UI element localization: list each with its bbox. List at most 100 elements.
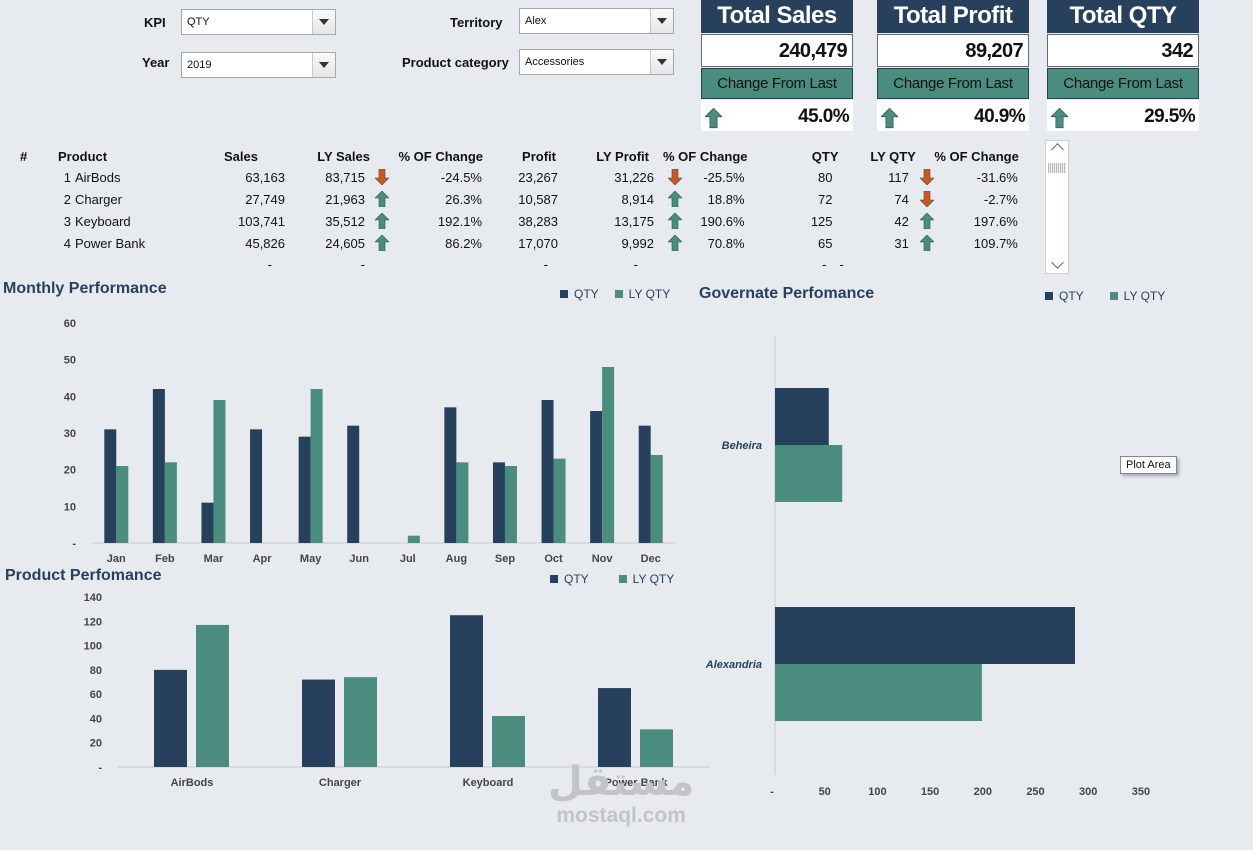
product-name: Charger <box>75 191 122 207</box>
bar-qty-airbods[interactable] <box>154 669 187 767</box>
bar-ly-qty-aug[interactable] <box>456 462 469 543</box>
sales-cell: 27,749 <box>245 191 285 207</box>
bar-qty-power-bank[interactable] <box>598 688 631 767</box>
arrow-down-icon <box>919 190 936 207</box>
chevron-down-icon[interactable] <box>650 9 673 33</box>
x-tick-label: 350 <box>1132 786 1150 798</box>
bar-ly-qty-sep[interactable] <box>504 466 517 543</box>
bar-qty-nov[interactable] <box>590 411 603 543</box>
y-tick-label: 80 <box>90 665 102 677</box>
bar-ly-qty-may[interactable] <box>310 389 323 543</box>
bar-ly-qty-dec[interactable] <box>650 455 663 543</box>
total-sales-change-value: 45.0% <box>701 100 853 131</box>
change-arrow <box>370 232 393 254</box>
y-tick-label: 40 <box>90 713 102 725</box>
x-tick-label: Oct <box>544 553 563 565</box>
header-pct-profit: % OF Change <box>663 148 748 164</box>
bar-ly-qty-charger[interactable] <box>344 677 377 767</box>
bar-qty-alexandria[interactable] <box>775 607 1075 664</box>
x-tick-label: Charger <box>319 777 362 789</box>
product-chart[interactable]: - 20 40 60 80 100 120 140 AirBods Charger Keyboard… <box>0 585 720 800</box>
y-tick-label: - <box>72 538 76 550</box>
bar-qty-may[interactable] <box>298 436 311 543</box>
category-dropdown[interactable]: Accessories <box>519 49 674 75</box>
ly-qty-cell: 31 <box>894 235 909 251</box>
bar-qty-aug[interactable] <box>444 407 457 543</box>
bar-ly-qty-beheira[interactable] <box>775 445 843 502</box>
bar-qty-keyboard[interactable] <box>450 615 483 767</box>
pct-qty-cell: -2.7% <box>983 191 1018 207</box>
bar-qty-feb[interactable] <box>152 389 165 543</box>
governate-chart[interactable]: Beheira Alexandria - 50 100 150 200 250 300 350 <box>690 320 1190 810</box>
x-tick-label: 300 <box>1079 786 1097 798</box>
product-chart-title: Product Perfomance <box>5 567 162 584</box>
change-arrow <box>663 188 686 210</box>
monthly-chart[interactable]: - 10 20 30 40 50 60 Jan Feb Mar Apr May Jun Jul Aug Sep… <box>0 300 690 570</box>
header-ly-profit: LY Profit <box>596 148 649 164</box>
category-dropdown-value: Accessories <box>525 56 585 68</box>
legend-label-qty: QTY <box>1059 289 1084 303</box>
bar-qty-beheira[interactable] <box>775 388 829 445</box>
chevron-down-icon[interactable] <box>312 53 335 77</box>
bar-qty-sep[interactable] <box>492 462 505 543</box>
profit-cell: 23,267 <box>518 169 558 185</box>
bar-qty-oct[interactable] <box>541 400 554 543</box>
bar-qty-jan[interactable] <box>104 429 117 543</box>
table-scrollbar[interactable] <box>1045 140 1069 274</box>
ly-profit-cell: 31,226 <box>614 169 654 185</box>
bar-ly-qty-jul[interactable] <box>407 535 420 543</box>
header-ly-qty: LY QTY <box>870 148 916 164</box>
scroll-up-icon[interactable] <box>1051 143 1064 156</box>
bar-ly-qty-jan[interactable] <box>116 466 129 543</box>
legend-label-qty: QTY <box>574 287 599 301</box>
change-arrow <box>663 232 686 254</box>
legend-label-ly-qty: LY QTY <box>632 572 675 586</box>
bar-ly-qty-feb[interactable] <box>164 462 177 543</box>
kpi-dropdown-value: QTY <box>187 16 210 28</box>
bar-ly-qty-airbods[interactable] <box>196 624 229 767</box>
blank-ly-sales: - <box>360 256 365 272</box>
bar-qty-mar[interactable] <box>201 502 214 543</box>
blank-ly-qty: - <box>839 256 844 272</box>
x-tick-label: 50 <box>819 786 831 798</box>
x-tick-label: Dec <box>641 553 661 565</box>
x-tick-label: Keyboard <box>463 777 514 789</box>
chevron-down-icon[interactable] <box>312 10 335 34</box>
bar-qty-apr[interactable] <box>250 429 263 543</box>
change-arrow <box>916 166 939 188</box>
bar-ly-qty-keyboard[interactable] <box>492 716 525 767</box>
kpi-dropdown[interactable]: QTY <box>181 9 336 35</box>
change-arrow <box>916 232 939 254</box>
y-tick-label: 120 <box>84 616 102 628</box>
total-profit-change-value: 40.9% <box>877 100 1029 131</box>
total-qty-change-label: Change From Last Year <box>1047 68 1199 121</box>
table-row: 3 Keyboard 103,741 35,512 192.1% 38,283 13,175… <box>20 210 1019 232</box>
bar-ly-qty-alexandria[interactable] <box>775 664 982 721</box>
bar-qty-dec[interactable] <box>638 425 651 543</box>
qty-cell: 125 <box>810 213 833 229</box>
x-tick-label: Apr <box>253 553 273 565</box>
territory-dropdown[interactable]: Alex <box>519 8 674 34</box>
bar-ly-qty-nov[interactable] <box>602 367 615 543</box>
arrow-up-icon <box>373 190 390 207</box>
legend-label-ly-qty: LY QTY <box>1123 289 1166 303</box>
bar-ly-qty-power-bank[interactable] <box>640 729 673 767</box>
y-tick-label: 140 <box>84 592 102 604</box>
bar-ly-qty-mar[interactable] <box>213 400 226 543</box>
watermark-latin: mostaql.com <box>556 804 686 827</box>
bar-qty-charger[interactable] <box>302 679 335 767</box>
y-tick-label: Beheira <box>722 440 762 452</box>
bar-qty-jun[interactable] <box>347 425 360 543</box>
pct-profit-cell: 70.8% <box>707 235 745 251</box>
x-tick-label: Jan <box>107 553 126 565</box>
bar-ly-qty-oct[interactable] <box>553 458 566 543</box>
product-name: Power Bank <box>75 235 146 251</box>
x-tick-label: 100 <box>868 786 886 798</box>
year-dropdown[interactable]: 2019 <box>181 52 336 78</box>
scroll-thumb[interactable] <box>1048 163 1066 173</box>
ly-sales-cell: 35,512 <box>325 213 365 229</box>
scroll-down-icon[interactable] <box>1051 256 1064 269</box>
chevron-down-icon[interactable] <box>650 50 673 74</box>
